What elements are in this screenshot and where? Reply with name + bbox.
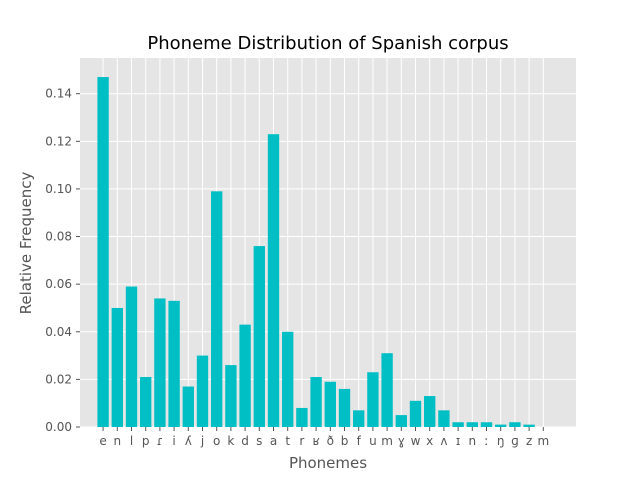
x-tick-label: ɡ — [511, 434, 519, 448]
y-tick-label: 0.00 — [45, 420, 72, 434]
bar-28 — [495, 424, 507, 427]
bar-30 — [523, 424, 535, 427]
bar-4 — [154, 298, 166, 427]
bar-18 — [353, 410, 365, 427]
bar-17 — [338, 388, 351, 427]
x-tick-label: ɪ — [456, 434, 460, 448]
bar-12 — [267, 134, 280, 427]
bar-6 — [182, 386, 194, 427]
bar-23 — [424, 396, 436, 427]
x-tick-label: ː — [484, 434, 488, 448]
bar-27 — [480, 422, 493, 427]
y-tick-label: 0.04 — [45, 325, 72, 339]
x-tick-label: b — [341, 434, 349, 448]
bar-0 — [97, 77, 109, 427]
y-axis-ticks: 0.00 0.02 0.04 0.06 0.08 0.10 0.12 0.14 — [45, 87, 80, 434]
bar-22 — [409, 400, 422, 427]
x-tick-label: m — [381, 434, 393, 448]
y-tick-label: 0.12 — [45, 134, 72, 148]
bars — [97, 77, 535, 427]
x-tick-label: n — [468, 434, 476, 448]
x-tick-label: i — [172, 434, 175, 448]
bar-5 — [168, 300, 180, 427]
x-tick-label: ŋ — [497, 434, 505, 448]
x-tick-label: r — [299, 434, 304, 448]
bar-2 — [125, 286, 138, 427]
x-tick-label: m — [537, 434, 549, 448]
x-tick-label: ɾ — [157, 434, 163, 448]
bar-13 — [282, 331, 294, 427]
bar-8 — [211, 191, 223, 427]
bar-29 — [509, 422, 521, 427]
y-axis-label: Relative Frequency — [17, 172, 35, 315]
bar-9 — [225, 365, 237, 427]
x-tick-label: p — [142, 434, 150, 448]
bar-24 — [438, 410, 450, 427]
bar-25 — [452, 422, 464, 427]
x-tick-label: e — [99, 434, 106, 448]
bar-3 — [140, 377, 152, 427]
x-tick-label: ð — [327, 434, 334, 448]
bar-11 — [253, 246, 265, 427]
x-tick-label: d — [241, 434, 249, 448]
x-tick-label: l — [130, 434, 133, 448]
x-tick-label: k — [227, 434, 234, 448]
bar-10 — [239, 324, 251, 427]
bar-26 — [466, 422, 478, 427]
bar-19 — [367, 372, 379, 427]
bar-20 — [381, 353, 393, 427]
x-tick-label: o — [213, 434, 220, 448]
x-tick-label: z — [526, 434, 532, 448]
y-tick-label: 0.06 — [45, 277, 72, 291]
x-tick-label: a — [270, 434, 277, 448]
bar-14 — [296, 407, 308, 427]
x-tick-label: n — [113, 434, 121, 448]
x-axis-label: Phonemes — [289, 454, 367, 472]
x-tick-label: ʎ — [185, 434, 192, 448]
x-tick-label: ʌ — [440, 434, 447, 448]
x-tick-label: f — [357, 434, 362, 448]
y-tick-label: 0.14 — [45, 87, 72, 101]
x-tick-label: j — [200, 434, 204, 448]
x-tick-label: ʁ — [312, 434, 319, 448]
x-tick-label: s — [256, 434, 262, 448]
x-tick-label: t — [285, 434, 290, 448]
bar-16 — [324, 381, 336, 427]
bar-21 — [395, 415, 407, 427]
bar-7 — [196, 355, 209, 427]
chart-title: Phoneme Distribution of Spanish corpus — [147, 33, 508, 54]
y-tick-label: 0.08 — [45, 230, 72, 244]
bar-15 — [310, 377, 322, 427]
y-tick-label: 0.02 — [45, 372, 72, 386]
x-tick-label: x — [426, 434, 433, 448]
y-tick-label: 0.10 — [45, 182, 72, 196]
x-tick-label: w — [411, 434, 421, 448]
x-tick-label: ɣ — [398, 434, 405, 448]
x-tick-label: u — [369, 434, 377, 448]
bar-1 — [111, 307, 123, 427]
